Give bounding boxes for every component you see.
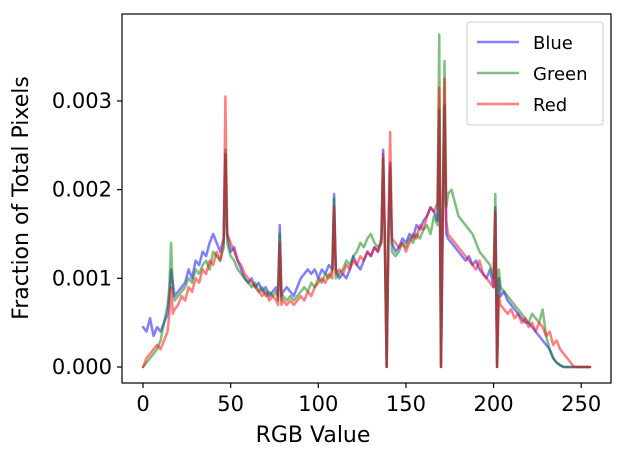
x-axis-label: RGB Value (256, 423, 371, 448)
x-tick-label: 150 (386, 392, 426, 416)
legend-label-red: Red (533, 95, 567, 116)
x-tick-label: 100 (298, 392, 338, 416)
legend-label-green: Green (533, 64, 588, 85)
y-tick-label: 0.003 (52, 89, 112, 113)
y-tick-label: 0.002 (52, 178, 112, 202)
x-tick-label: 200 (474, 392, 514, 416)
x-tick-label: 0 (136, 392, 149, 416)
x-tick-label: 250 (561, 392, 601, 416)
legend: Blue Green Red (466, 21, 604, 126)
x-tick-label: 50 (217, 392, 244, 416)
y-axis-label: Fraction of Total Pixels (9, 76, 34, 320)
series-line-blue (141, 104, 592, 369)
series-line-red (141, 77, 592, 369)
plot-layer (141, 33, 592, 369)
x-axis-ticks: 0 50 100 150 200 250 (136, 383, 601, 416)
y-axis-ticks: 0.000 0.001 0.002 0.003 (52, 89, 122, 379)
legend-label-blue: Blue (533, 33, 573, 54)
y-tick-label: 0.000 (52, 355, 112, 379)
plot-frame (121, 13, 612, 384)
y-tick-label: 0.001 (52, 266, 112, 290)
legend-box (466, 21, 604, 126)
